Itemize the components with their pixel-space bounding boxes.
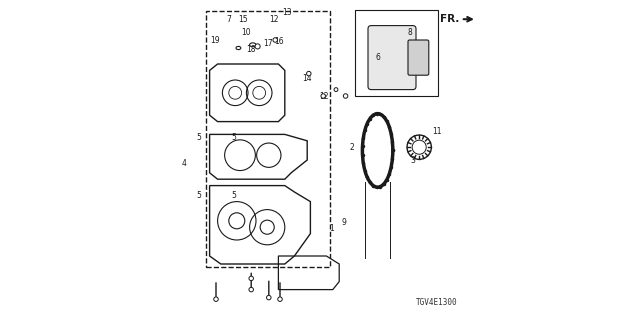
- Text: 11: 11: [432, 127, 442, 136]
- Circle shape: [321, 94, 326, 98]
- Circle shape: [267, 295, 271, 300]
- Text: 10: 10: [241, 28, 251, 37]
- FancyBboxPatch shape: [408, 40, 429, 75]
- Circle shape: [307, 71, 311, 76]
- Circle shape: [255, 44, 260, 49]
- Circle shape: [344, 94, 348, 98]
- Text: 12: 12: [269, 15, 278, 24]
- Text: 9: 9: [342, 218, 346, 227]
- Text: 18: 18: [246, 45, 255, 54]
- Text: 3: 3: [410, 156, 415, 164]
- Text: 17: 17: [263, 39, 273, 48]
- Text: 7: 7: [227, 15, 231, 24]
- Text: FR.: FR.: [440, 14, 460, 24]
- Text: 4: 4: [182, 159, 186, 168]
- Text: 5: 5: [231, 133, 236, 142]
- Text: 5: 5: [196, 191, 201, 200]
- Text: 19: 19: [210, 36, 220, 45]
- Circle shape: [278, 297, 282, 301]
- Circle shape: [249, 276, 253, 281]
- Text: 5: 5: [231, 191, 236, 200]
- Circle shape: [334, 88, 338, 92]
- Circle shape: [249, 287, 253, 292]
- Text: 2: 2: [349, 143, 355, 152]
- Text: 8: 8: [407, 28, 412, 36]
- Circle shape: [273, 38, 278, 42]
- Text: 13: 13: [282, 8, 292, 17]
- Text: 1: 1: [329, 224, 333, 233]
- Text: 16: 16: [275, 37, 284, 46]
- Text: 12: 12: [319, 92, 328, 100]
- Text: 6: 6: [376, 53, 381, 62]
- Circle shape: [214, 297, 218, 301]
- Text: 14: 14: [302, 74, 312, 83]
- Text: 15: 15: [237, 15, 248, 24]
- FancyBboxPatch shape: [368, 26, 416, 90]
- Text: 5: 5: [196, 133, 201, 142]
- Text: TGV4E1300: TGV4E1300: [416, 298, 458, 307]
